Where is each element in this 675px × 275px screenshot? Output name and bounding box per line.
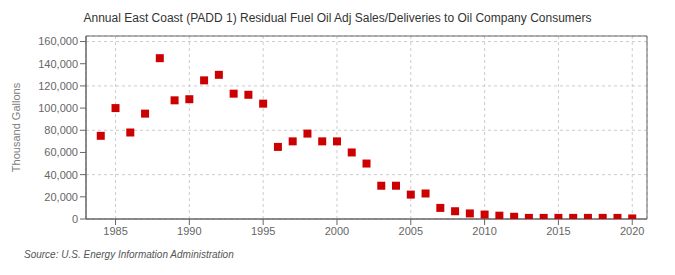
svg-text:140,000: 140,000 [38,58,78,70]
svg-text:1990: 1990 [177,225,201,237]
svg-text:2005: 2005 [399,225,423,237]
svg-text:Thousand Gallons: Thousand Gallons [10,82,22,172]
svg-text:40,000: 40,000 [44,169,78,181]
html-text:Source: U.S. Energy Informatio: Source: U.S. Energy Information Administ… [24,249,234,260]
svg-text:2000: 2000 [325,225,349,237]
svg-text:60,000: 60,000 [44,146,78,158]
svg-text:20,000: 20,000 [44,191,78,203]
svg-text:120,000: 120,000 [38,80,78,92]
svg-text:100,000: 100,000 [38,102,78,114]
svg-text:160,000: 160,000 [38,35,78,47]
svg-text:2020: 2020 [620,225,644,237]
svg-text:1995: 1995 [251,225,275,237]
svg-text:2015: 2015 [546,225,570,237]
svg-text:80,000: 80,000 [44,124,78,136]
html-text:Annual East Coast (PADD 1) Res: Annual East Coast (PADD 1) Residual Fuel… [83,11,592,25]
svg-text:0: 0 [72,213,78,225]
svg-text:2010: 2010 [472,225,496,237]
svg-text:1985: 1985 [103,225,127,237]
